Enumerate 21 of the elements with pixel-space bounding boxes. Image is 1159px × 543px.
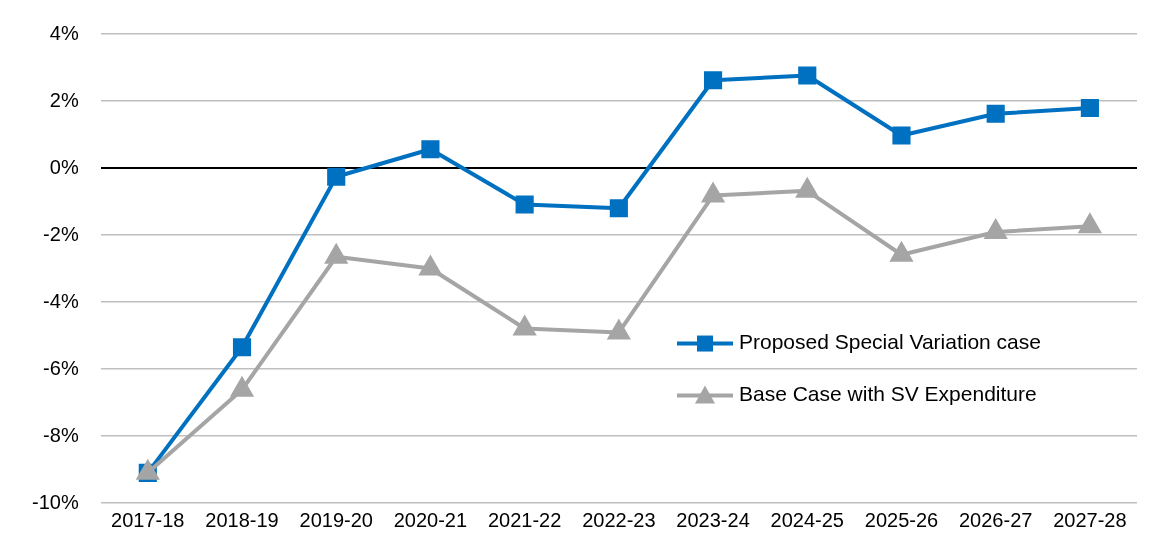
x-tick-label: 2026-27 [958, 508, 1033, 531]
legend-label: Base Case with SV Expenditure [739, 382, 1037, 406]
x-tick-label: 2023-24 [676, 508, 750, 531]
x-tick-label: 2022-23 [582, 508, 656, 531]
y-tick-label: -10% [31, 490, 79, 513]
x-tick-label: 2019-20 [299, 508, 373, 531]
y-tick-label: 4% [49, 21, 79, 44]
y-tick-label: -6% [43, 356, 79, 379]
y-tick-label: -8% [43, 423, 79, 446]
x-tick-label: 2017-18 [111, 508, 185, 531]
x-tick-label: 2024-25 [770, 508, 844, 531]
legend-label: Proposed Special Variation case [739, 330, 1041, 354]
x-tick-label: 2025-26 [864, 508, 939, 531]
x-tick-label: 2018-19 [205, 508, 279, 531]
x-tick-label: 2020-21 [393, 508, 468, 531]
y-tick-label: 0% [49, 155, 79, 178]
x-tick-label: 2027-28 [1053, 508, 1127, 531]
y-tick-label: -2% [43, 222, 79, 245]
y-tick-label: -4% [43, 289, 79, 312]
y-tick-label: 2% [49, 88, 79, 111]
x-tick-label: 2021-22 [487, 508, 562, 531]
